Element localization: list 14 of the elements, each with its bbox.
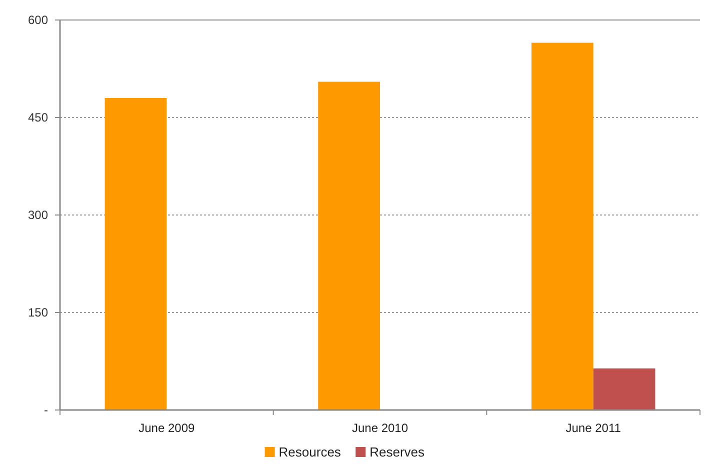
x-tick-label: June 2009	[138, 421, 196, 435]
x-tick-label: June 2010	[352, 421, 408, 435]
y-tick-label: -	[44, 403, 48, 418]
bar	[593, 368, 656, 410]
bar	[531, 42, 594, 410]
legend-label: Resources	[278, 444, 342, 460]
bar	[104, 98, 167, 410]
bar	[318, 82, 380, 410]
y-tick-label: 300	[28, 208, 48, 222]
x-tick-label: June 2011	[566, 421, 622, 435]
legend-label: Reserves	[370, 444, 426, 460]
y-tick-label: 450	[28, 110, 48, 125]
y-tick-label: 600	[28, 13, 48, 28]
y-tick-label: 150	[28, 306, 48, 320]
